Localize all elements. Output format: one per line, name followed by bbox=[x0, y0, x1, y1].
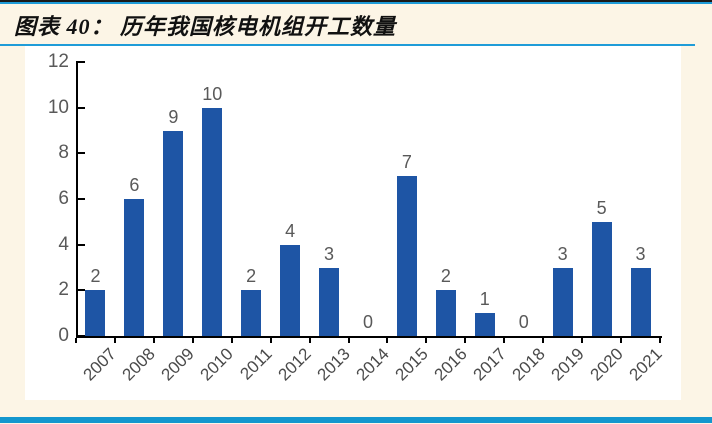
y-axis-tick bbox=[78, 106, 85, 109]
x-axis-tick bbox=[425, 338, 428, 343]
bar bbox=[435, 290, 456, 336]
y-axis-tick-label: 10 bbox=[47, 96, 69, 118]
bar bbox=[319, 267, 340, 336]
bar-value-label: 0 bbox=[362, 312, 373, 332]
x-axis-tick-label: 2018 bbox=[508, 344, 549, 385]
bar bbox=[124, 199, 145, 336]
bar-value-label: 9 bbox=[168, 106, 179, 127]
bar-value-label: 1 bbox=[479, 289, 490, 310]
x-axis-tick-label: 2015 bbox=[391, 344, 432, 385]
y-axis-line bbox=[76, 61, 78, 338]
y-axis-tick bbox=[78, 152, 85, 155]
x-axis-tick-label: 2014 bbox=[352, 344, 393, 385]
x-axis-tick-label: 2010 bbox=[196, 344, 237, 385]
bar-value-label: 3 bbox=[635, 243, 646, 264]
x-axis-tick bbox=[191, 338, 194, 343]
x-axis-tick-label: 2011 bbox=[236, 344, 276, 384]
x-axis-tick bbox=[75, 338, 77, 343]
bar bbox=[630, 267, 651, 336]
bar-value-label: 6 bbox=[129, 175, 140, 195]
title-underline bbox=[0, 44, 695, 46]
y-axis-tick bbox=[78, 335, 85, 337]
x-axis-tick bbox=[230, 338, 233, 343]
x-axis-tick-label: 2016 bbox=[430, 344, 471, 385]
y-axis-tick bbox=[78, 198, 85, 200]
y-axis-tick-label: 4 bbox=[58, 233, 69, 255]
x-axis-tick bbox=[269, 338, 272, 343]
x-axis-tick bbox=[113, 338, 116, 343]
y-axis-tick-label: 8 bbox=[58, 142, 69, 164]
bar-value-label: 2 bbox=[440, 266, 451, 287]
bar bbox=[280, 244, 301, 336]
y-axis-tick-label: 12 bbox=[47, 51, 69, 72]
x-axis-tick bbox=[542, 338, 545, 343]
x-axis-tick bbox=[347, 338, 350, 343]
bar bbox=[396, 176, 417, 336]
bar-value-label: 2 bbox=[90, 266, 101, 287]
bar bbox=[552, 267, 573, 336]
y-axis-tick bbox=[78, 243, 85, 246]
x-axis-tick-label: 2017 bbox=[469, 344, 510, 385]
top-rule-black bbox=[0, 0, 712, 2]
x-axis-tick bbox=[581, 338, 584, 343]
y-axis-tick-label: 2 bbox=[58, 279, 69, 301]
bar bbox=[474, 313, 495, 336]
x-axis-tick-label: 2012 bbox=[274, 344, 315, 385]
x-axis-tick-label: 2007 bbox=[79, 344, 121, 385]
bar-value-label: 4 bbox=[285, 220, 296, 241]
bar bbox=[85, 290, 106, 336]
x-axis-line bbox=[76, 336, 662, 338]
top-rule-blue bbox=[0, 2, 712, 4]
bar-value-label: 7 bbox=[401, 152, 412, 173]
bar-value-label: 2 bbox=[246, 266, 257, 287]
y-axis-tick bbox=[78, 61, 85, 63]
x-axis-tick bbox=[152, 338, 155, 343]
bar-value-label: 5 bbox=[596, 197, 607, 218]
bar-value-label: 0 bbox=[518, 312, 529, 332]
x-axis-tick bbox=[464, 338, 467, 343]
x-axis-tick bbox=[503, 338, 506, 343]
bar-value-label: 3 bbox=[557, 243, 568, 264]
x-axis-tick-label: 2008 bbox=[118, 344, 160, 385]
bar-value-label: 3 bbox=[324, 243, 335, 264]
bar bbox=[202, 107, 223, 336]
x-axis-tick-label: 2021 bbox=[625, 344, 666, 385]
y-axis-tick-label: 0 bbox=[58, 325, 69, 346]
x-axis-tick-label: 2013 bbox=[313, 344, 354, 385]
x-axis-tick-label: 2019 bbox=[547, 344, 588, 385]
bar-chart: 0 2 4 6 8 10 12 2 2007 6 2008 9 2009 10 2010 2 2011 4 2012… bbox=[25, 46, 681, 400]
y-axis-tick-label: 6 bbox=[58, 188, 69, 209]
bar bbox=[163, 130, 184, 336]
x-axis-tick bbox=[386, 338, 389, 343]
x-axis-tick-label: 2009 bbox=[157, 344, 199, 385]
bar bbox=[591, 221, 612, 336]
y-axis-tick bbox=[78, 289, 85, 292]
bottom-rule-blue bbox=[0, 417, 712, 423]
bar bbox=[241, 290, 262, 336]
x-axis-tick bbox=[659, 338, 661, 343]
x-axis-tick bbox=[620, 338, 623, 343]
x-axis-tick bbox=[308, 338, 311, 343]
bar-value-label: 10 bbox=[202, 83, 223, 104]
x-axis-tick-label: 2020 bbox=[586, 344, 627, 385]
figure-title: 图表 40： 历年我国核电机组开工数量 bbox=[14, 14, 397, 39]
